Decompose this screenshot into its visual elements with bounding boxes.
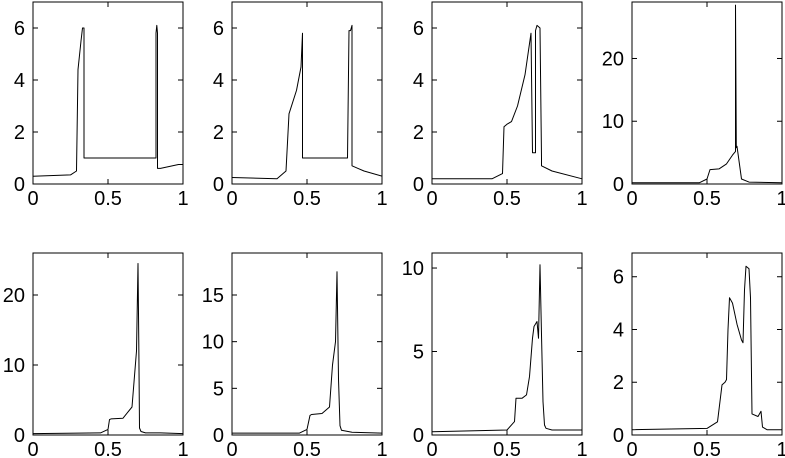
x-tick-label: 0.5	[293, 188, 321, 210]
x-tick-label: 0.5	[293, 439, 321, 458]
axes-frame	[32, 1, 184, 185]
y-tick-label: 0	[613, 174, 624, 196]
x-tick-label: 1	[376, 439, 387, 458]
y-tick-label: 6	[213, 18, 224, 40]
x-tick-label: 1	[576, 439, 587, 458]
y-tick-label: 4	[413, 70, 424, 92]
y-tick-label: 4	[213, 70, 224, 92]
y-tick-label: 0	[213, 174, 224, 196]
x-tick-label: 1	[177, 188, 188, 210]
y-tick-label: 15	[202, 285, 224, 307]
x-tick-label: 0	[27, 188, 38, 210]
y-tick-label: 20	[602, 48, 624, 70]
x-tick-label: 1	[576, 188, 587, 210]
y-tick-label: 0	[413, 174, 424, 196]
x-tick-label: 0.5	[94, 188, 122, 210]
y-tick-label: 5	[413, 342, 424, 364]
x-tick-label: 0	[626, 439, 637, 458]
y-tick-label: 0	[413, 425, 424, 447]
axes-frame	[431, 252, 583, 436]
y-tick-label: 20	[3, 285, 25, 307]
series-line	[32, 24, 183, 177]
y-tick-label: 4	[14, 70, 25, 92]
subplot-8: 0 0.5 1 0 2 4 6	[613, 252, 785, 458]
x-tick-label: 1	[776, 439, 785, 458]
y-tick-label: 0	[213, 425, 224, 447]
axes-frame	[431, 1, 583, 185]
x-tick-label: 0	[226, 188, 237, 210]
axes-frame	[631, 1, 783, 185]
x-tick-label: 0.5	[94, 439, 122, 458]
axes-frame	[231, 252, 383, 436]
y-tick-label: 10	[602, 111, 624, 133]
x-tick-label: 1	[776, 188, 785, 210]
x-tick-label: 0.5	[493, 188, 521, 210]
subplot-1: 0 0.5 1 0 2 4 6	[14, 1, 189, 210]
y-tick-label: 10	[202, 332, 224, 354]
y-tick-label: 0	[613, 425, 624, 447]
y-tick-label: 2	[613, 372, 624, 394]
x-tick-label: 0	[27, 439, 38, 458]
axes-frame	[631, 252, 783, 436]
y-tick-label: 5	[213, 378, 224, 400]
series-line	[632, 4, 783, 184]
series-line	[32, 263, 184, 435]
x-tick-label: 0.5	[493, 439, 521, 458]
x-tick-label: 0	[426, 188, 437, 210]
y-tick-label: 0	[14, 425, 25, 447]
subplot-3: 0 0.5 1 0 2 4 6	[413, 1, 588, 210]
series-line	[631, 265, 782, 431]
series-line	[431, 264, 582, 433]
y-tick-label: 10	[3, 355, 25, 377]
y-tick-label: 4	[613, 319, 624, 341]
y-tick-label: 0	[14, 174, 25, 196]
x-tick-label: 1	[177, 439, 188, 458]
y-tick-label: 6	[413, 18, 424, 40]
y-tick-label: 6	[14, 18, 25, 40]
x-tick-label: 0	[626, 188, 637, 210]
series-line	[432, 24, 583, 180]
y-tick-label: 2	[213, 122, 224, 144]
series-line	[232, 271, 383, 434]
subplot-2: 0 0.5 1 0 2 4 6	[213, 1, 388, 210]
x-tick-label: 0.5	[693, 188, 721, 210]
series-line	[231, 24, 383, 180]
x-tick-label: 1	[376, 188, 387, 210]
y-tick-label: 10	[402, 258, 424, 280]
y-tick-label: 6	[613, 267, 624, 289]
x-tick-label: 0	[226, 439, 237, 458]
axes-frame	[231, 1, 383, 185]
y-tick-label: 2	[413, 122, 424, 144]
x-tick-label: 0	[426, 439, 437, 458]
y-tick-label: 2	[14, 122, 25, 144]
x-tick-label: 0.5	[693, 439, 721, 458]
axes-frame	[32, 252, 184, 436]
